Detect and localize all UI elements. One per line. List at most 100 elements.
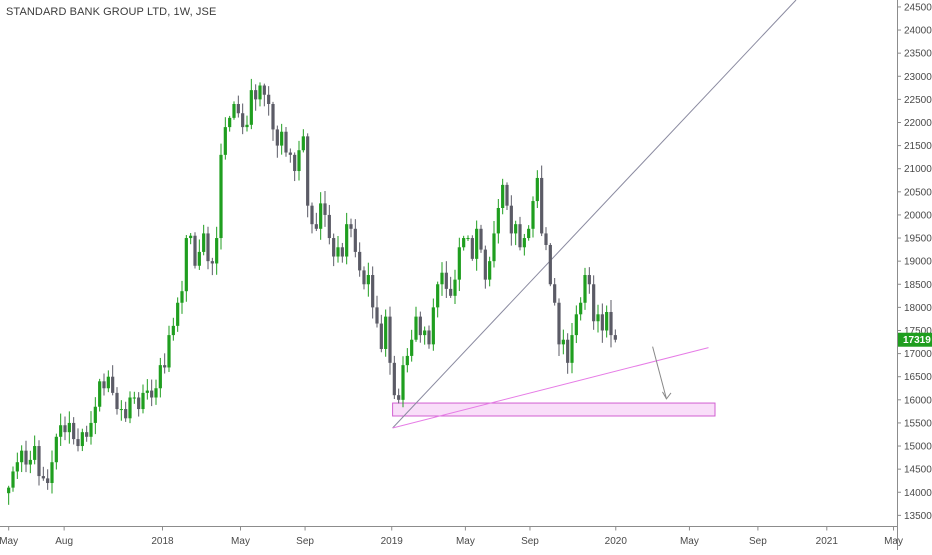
- candle-body[interactable]: [193, 235, 197, 266]
- candle-body[interactable]: [67, 422, 71, 433]
- candle-body[interactable]: [327, 214, 331, 239]
- candle-body[interactable]: [470, 238, 474, 259]
- candle-body[interactable]: [102, 381, 106, 389]
- candle-body[interactable]: [418, 316, 422, 336]
- candle-body[interactable]: [514, 224, 518, 234]
- candle-body[interactable]: [141, 392, 145, 410]
- candle-body[interactable]: [505, 184, 509, 206]
- candle-body[interactable]: [388, 316, 392, 363]
- candle-body[interactable]: [128, 397, 132, 419]
- candle-body[interactable]: [535, 177, 539, 202]
- candle-body[interactable]: [241, 113, 245, 128]
- candle-body[interactable]: [85, 432, 89, 437]
- candle-body[interactable]: [570, 335, 574, 363]
- candle-body[interactable]: [475, 228, 479, 259]
- candle-body[interactable]: [41, 476, 45, 479]
- candle-body[interactable]: [163, 365, 167, 368]
- candle-body[interactable]: [76, 439, 80, 447]
- candle-body[interactable]: [401, 365, 405, 400]
- candle-body[interactable]: [483, 249, 487, 280]
- candle-body[interactable]: [436, 284, 440, 308]
- candle-body[interactable]: [20, 450, 24, 463]
- candle-body[interactable]: [583, 275, 587, 303]
- candle-body[interactable]: [258, 85, 262, 100]
- candle-body[interactable]: [561, 339, 565, 345]
- candle-body[interactable]: [176, 302, 180, 326]
- candle-body[interactable]: [46, 478, 50, 484]
- candle-body[interactable]: [202, 233, 206, 252]
- candle-body[interactable]: [336, 247, 340, 257]
- candle-body[interactable]: [72, 422, 76, 440]
- candle-body[interactable]: [89, 422, 93, 437]
- candle-body[interactable]: [288, 152, 292, 155]
- candle-body[interactable]: [98, 381, 102, 407]
- candle-body[interactable]: [219, 154, 223, 239]
- candle-body[interactable]: [379, 323, 383, 349]
- candle-body[interactable]: [280, 131, 284, 146]
- candle-body[interactable]: [609, 311, 613, 336]
- candle-body[interactable]: [332, 238, 336, 257]
- candle-body[interactable]: [518, 224, 522, 248]
- candle-body[interactable]: [59, 425, 63, 437]
- candle-body[interactable]: [375, 307, 379, 324]
- candle-body[interactable]: [319, 203, 323, 229]
- candle-body[interactable]: [210, 261, 214, 264]
- candle-body[interactable]: [414, 316, 418, 340]
- candle-body[interactable]: [488, 261, 492, 280]
- candle-body[interactable]: [600, 314, 604, 331]
- candle-body[interactable]: [522, 238, 526, 248]
- candle-body[interactable]: [544, 233, 548, 245]
- candle-body[interactable]: [444, 272, 448, 289]
- candle-body[interactable]: [37, 446, 41, 477]
- candle-body[interactable]: [453, 279, 457, 296]
- candle-body[interactable]: [275, 129, 279, 146]
- candle-body[interactable]: [566, 339, 570, 363]
- candle-body[interactable]: [553, 284, 557, 303]
- candle-body[interactable]: [184, 238, 188, 292]
- candle-body[interactable]: [106, 376, 110, 389]
- candle-body[interactable]: [527, 228, 531, 239]
- candle-body[interactable]: [605, 311, 609, 331]
- candle-body[interactable]: [28, 459, 32, 465]
- candle-body[interactable]: [345, 224, 349, 257]
- candle-body[interactable]: [323, 203, 327, 215]
- candle-body[interactable]: [548, 244, 552, 285]
- candle-body[interactable]: [24, 450, 28, 465]
- candle-body[interactable]: [115, 392, 119, 410]
- candle-body[interactable]: [33, 446, 37, 460]
- candle-body[interactable]: [271, 103, 275, 130]
- candle-body[interactable]: [557, 302, 561, 345]
- candle-body[interactable]: [310, 205, 314, 225]
- candle-body[interactable]: [479, 228, 483, 250]
- candle-body[interactable]: [124, 409, 128, 419]
- candle-body[interactable]: [154, 388, 158, 398]
- candle-body[interactable]: [306, 136, 310, 206]
- candle-body[interactable]: [362, 270, 366, 285]
- candle-body[interactable]: [297, 150, 301, 172]
- candle-body[interactable]: [405, 355, 409, 366]
- candle-body[interactable]: [427, 330, 431, 345]
- candle-body[interactable]: [232, 103, 236, 118]
- candle-body[interactable]: [249, 90, 253, 125]
- candle-body[interactable]: [358, 251, 362, 271]
- candle-body[interactable]: [150, 390, 154, 398]
- candle-body[interactable]: [587, 275, 591, 285]
- candle-body[interactable]: [540, 177, 544, 234]
- candle-body[interactable]: [592, 284, 596, 322]
- candle-body[interactable]: [371, 275, 375, 308]
- candle-body[interactable]: [384, 316, 388, 349]
- candle-body[interactable]: [137, 397, 141, 410]
- candle-body[interactable]: [223, 127, 227, 155]
- candle-body[interactable]: [171, 325, 175, 336]
- candle-body[interactable]: [340, 247, 344, 257]
- candle-body[interactable]: [245, 124, 249, 128]
- candle-body[interactable]: [492, 233, 496, 262]
- candle-body[interactable]: [197, 251, 201, 266]
- candle-body[interactable]: [80, 432, 84, 447]
- candle-body[interactable]: [501, 184, 505, 208]
- candle-body[interactable]: [423, 330, 427, 336]
- candle-body[interactable]: [431, 307, 435, 345]
- candle-body[interactable]: [15, 462, 19, 472]
- candle-body[interactable]: [596, 314, 600, 322]
- candle-body[interactable]: [314, 224, 318, 229]
